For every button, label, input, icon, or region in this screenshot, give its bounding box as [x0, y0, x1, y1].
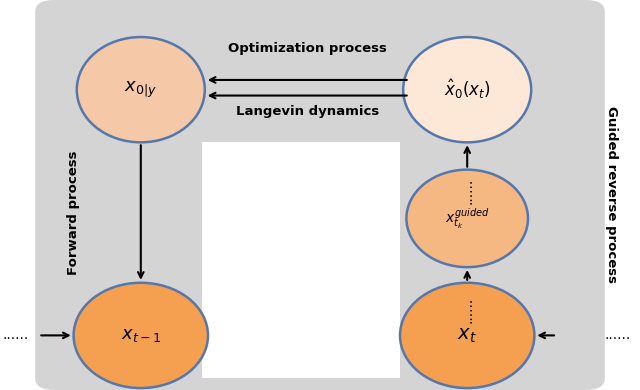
Text: $x_{0|y}$: $x_{0|y}$ [124, 80, 157, 100]
Text: Langevin dynamics: Langevin dynamics [236, 105, 379, 118]
Text: $x_{t-1}$: $x_{t-1}$ [120, 326, 161, 344]
FancyBboxPatch shape [35, 0, 605, 390]
Text: $\hat{x}_0(x_t)$: $\hat{x}_0(x_t)$ [444, 78, 491, 101]
Text: Forward process: Forward process [67, 150, 80, 275]
Ellipse shape [406, 170, 528, 267]
Text: $x_{t_k}^{guided}$: $x_{t_k}^{guided}$ [445, 206, 490, 231]
Text: ......: ...... [460, 297, 474, 323]
Text: Guided reverse process: Guided reverse process [605, 106, 618, 284]
Ellipse shape [403, 37, 531, 142]
Text: ......: ...... [460, 178, 474, 204]
Ellipse shape [77, 37, 205, 142]
Text: Optimization process: Optimization process [228, 42, 387, 55]
Bar [202, 142, 400, 378]
Text: ......: ...... [604, 328, 631, 342]
Ellipse shape [74, 283, 208, 388]
Ellipse shape [400, 283, 534, 388]
Text: ......: ...... [3, 328, 29, 342]
Text: $x_t$: $x_t$ [458, 326, 477, 344]
